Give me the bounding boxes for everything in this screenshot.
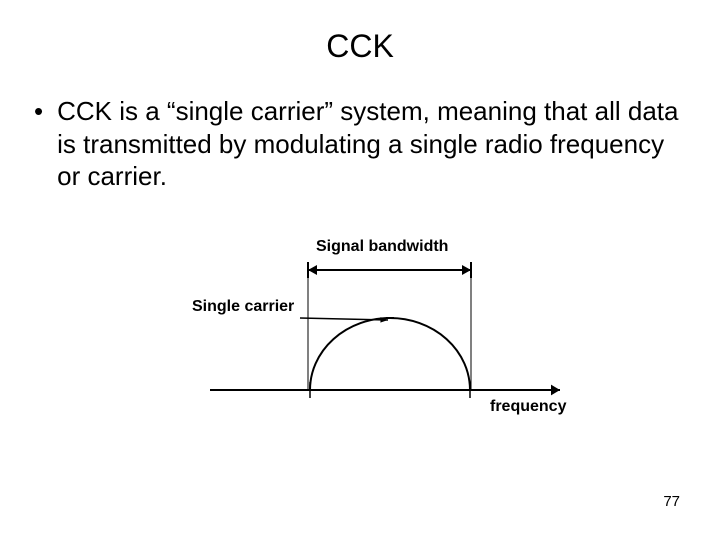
bullet-marker: • xyxy=(34,95,43,128)
carrier-diagram: Signal bandwidth Single carrier frequenc… xyxy=(0,240,720,460)
bullet-item: • CCK is a “single carrier” system, mean… xyxy=(30,95,690,193)
bullet-container: • CCK is a “single carrier” system, mean… xyxy=(0,65,720,193)
signal-bandwidth-label: Signal bandwidth xyxy=(316,238,448,256)
single-carrier-label: Single carrier xyxy=(192,298,294,316)
diagram-svg xyxy=(0,240,720,460)
frequency-label: frequency xyxy=(490,398,566,416)
bullet-text: CCK is a “single carrier” system, meanin… xyxy=(57,95,690,193)
page-number: 77 xyxy=(663,493,680,510)
page-title: CCK xyxy=(0,0,720,65)
